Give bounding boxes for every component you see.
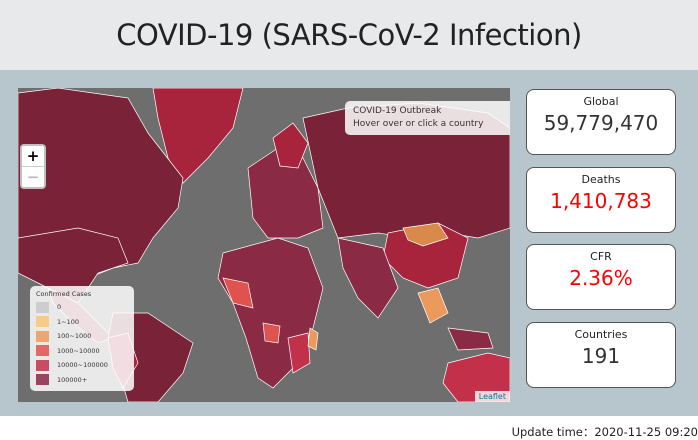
legend-label: 1~100	[57, 317, 79, 326]
card-label: CFR	[590, 250, 612, 263]
card-value: 59,779,470	[543, 111, 659, 135]
zoom-out[interactable]: −	[22, 166, 44, 187]
info-text: Hover over or click a country	[353, 119, 484, 129]
legend-item: 1~100	[36, 315, 128, 330]
zoom-control: + −	[20, 144, 46, 189]
stat-card: CFR 2.36%	[526, 244, 676, 310]
zoom-in[interactable]: +	[26, 147, 40, 165]
info-box: COVID-19 Outbreak Hover over or click a …	[345, 101, 510, 135]
legend-swatch	[36, 374, 49, 386]
stat-card: Global 59,779,470	[526, 89, 676, 155]
footer: Update time：2020-11-25 09:20	[512, 424, 698, 440]
card-value: 2.36%	[569, 266, 633, 290]
map[interactable]: + − COVID-19 Outbreak Hover over or clic…	[18, 88, 510, 402]
card-label: Global	[583, 95, 619, 108]
legend-swatch	[36, 345, 49, 357]
legend-label: 10000~100000	[57, 361, 108, 370]
legend-item: 1000~10000	[36, 344, 128, 359]
card-label: Countries	[574, 328, 628, 341]
legend-item: 0	[36, 300, 128, 315]
legend-label: 100~1000	[57, 332, 92, 341]
legend-swatch	[36, 359, 49, 371]
stat-card: Countries 191	[526, 322, 676, 388]
legend-swatch	[36, 316, 49, 328]
update-time: 2020-11-25 09:20	[594, 425, 698, 439]
card-label: Deaths	[581, 173, 621, 186]
legend-label: 100000+	[57, 375, 88, 384]
legend-label: 1000~10000	[57, 346, 100, 355]
legend: Confirmed Cases 0 1~100 100~1000 1000~10000…	[30, 286, 134, 391]
card-value: 191	[581, 344, 621, 368]
title: COVID-19 (SARS-CoV-2 Infection)	[116, 18, 582, 52]
info-title: COVID-19 Outbreak	[353, 106, 442, 116]
card-value: 1,410,783	[550, 189, 652, 213]
legend-swatch	[36, 301, 49, 313]
legend-swatch	[36, 330, 49, 342]
legend-item: 100000+	[36, 373, 128, 388]
legend-title: Confirmed Cases	[36, 290, 92, 298]
stat-card: Deaths 1,410,783	[526, 167, 676, 233]
legend-label: 0	[57, 303, 62, 312]
header: COVID-19 (SARS-CoV-2 Infection)	[0, 0, 698, 70]
legend-item: 10000~100000	[36, 358, 128, 373]
attribution[interactable]: Leaflet	[474, 391, 510, 402]
legend-item: 100~1000	[36, 329, 128, 344]
update-label: Update time：	[511, 425, 595, 439]
